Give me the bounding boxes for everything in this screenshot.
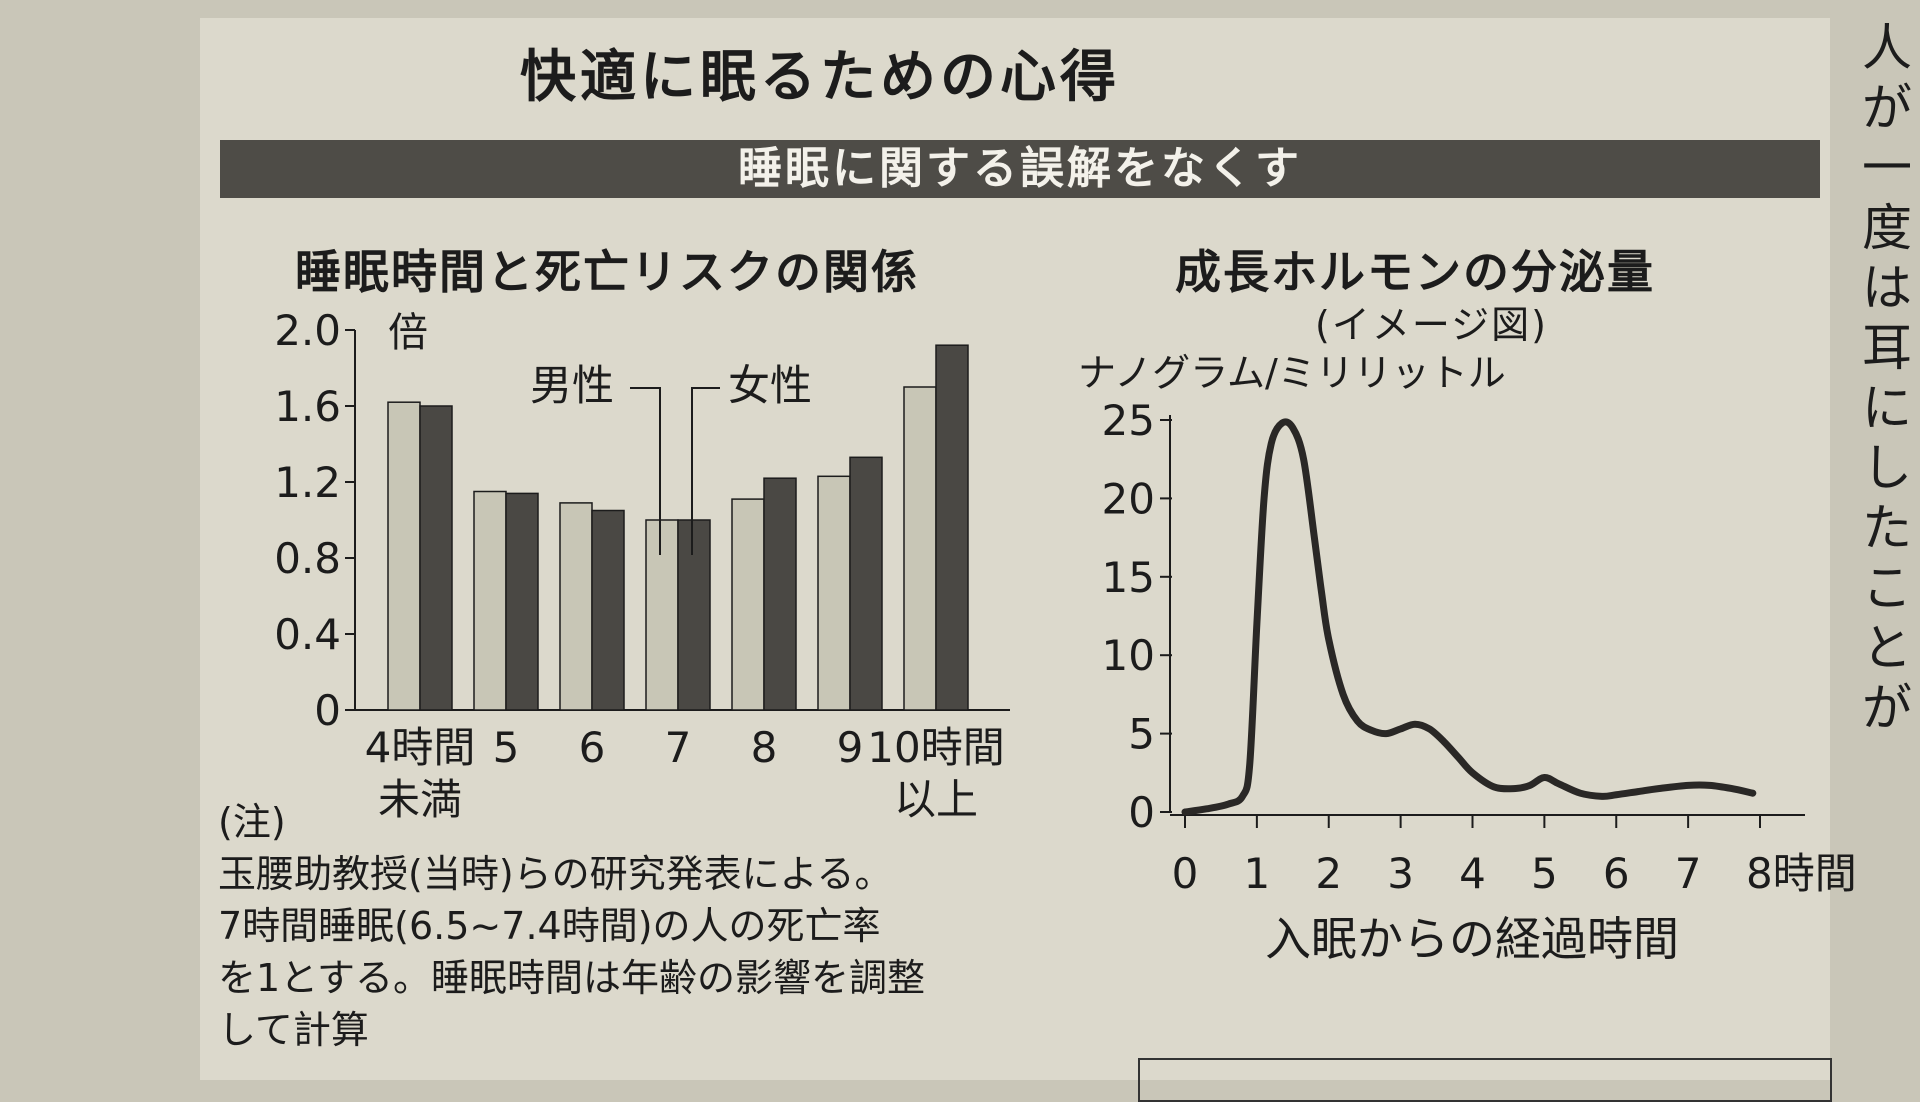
bar-x-label: 以上 bbox=[894, 775, 978, 824]
bar-y-tick-label: 0.8 bbox=[274, 534, 341, 583]
legend-female-label: 女性 bbox=[728, 361, 812, 410]
side-text-char: し bbox=[1862, 439, 1912, 497]
legend-male-leader bbox=[630, 387, 661, 555]
bar-x-label: 5 bbox=[493, 723, 520, 772]
bar-female bbox=[591, 509, 625, 711]
note-line: して計算 bbox=[218, 1008, 369, 1052]
side-text-char: が bbox=[1862, 79, 1912, 137]
bar-x-label: 9 bbox=[837, 723, 864, 772]
line-chart-y-ticks: 0 5 10 15 20 25 bbox=[1102, 396, 1172, 837]
bar-female bbox=[849, 456, 883, 711]
bar-male bbox=[731, 498, 765, 711]
main-title: 快適に眠るための心得 bbox=[520, 45, 1120, 110]
bar-x-label: 10時間 bbox=[867, 723, 1004, 772]
bar-male bbox=[559, 502, 593, 711]
section-banner: 睡眠に関する誤解をなくす bbox=[220, 140, 1820, 198]
bar-x-label: 7 bbox=[665, 723, 692, 772]
bar-y-tick-label: 1.6 bbox=[274, 382, 341, 431]
bar-x-label: 8 bbox=[751, 723, 778, 772]
line-y-tick-label: 0 bbox=[1128, 788, 1155, 837]
bar-y-tick-label: 0 bbox=[314, 686, 341, 735]
side-text-char: た bbox=[1862, 499, 1912, 557]
side-text-char: 耳 bbox=[1862, 319, 1912, 377]
bar-x-label: 4時間 bbox=[365, 723, 476, 772]
line-x-tick-label: 8時間 bbox=[1746, 849, 1857, 898]
side-text-char: 度 bbox=[1862, 199, 1912, 257]
side-text-char: と bbox=[1862, 619, 1912, 677]
bar-y-tick-label: 1.2 bbox=[274, 458, 341, 507]
growth-hormone-curve bbox=[1181, 418, 1757, 816]
line-chart-title: 成長ホルモンの分泌量 bbox=[1175, 245, 1655, 299]
line-x-tick-label: 2 bbox=[1315, 849, 1342, 898]
bar-female bbox=[677, 519, 711, 711]
legend-female-leader bbox=[691, 387, 720, 555]
bar-female bbox=[763, 477, 797, 711]
note-line: 玉腰助教授(当時)らの研究発表による。 bbox=[218, 852, 893, 896]
note-line: (注) bbox=[218, 800, 286, 844]
bar-male bbox=[645, 519, 679, 711]
bar-y-tick-label: 0.4 bbox=[274, 610, 341, 659]
legend-male-label: 男性 bbox=[530, 361, 614, 410]
bar-chart-bars bbox=[387, 344, 969, 711]
line-x-tick-label: 0 bbox=[1172, 849, 1199, 898]
side-text-char: こ bbox=[1862, 559, 1912, 617]
bar-male bbox=[903, 386, 937, 711]
bar-male bbox=[817, 475, 851, 711]
line-chart-x-ticks: 0 1 2 3 4 5 6 7 8時間 bbox=[1172, 815, 1857, 898]
line-chart-x-label: 入眠からの経過時間 bbox=[1265, 912, 1679, 966]
line-y-tick-label: 20 bbox=[1102, 474, 1155, 523]
bar-chart-legend: 男性 女性 bbox=[530, 361, 812, 555]
line-y-tick-label: 10 bbox=[1102, 631, 1155, 680]
bar-female bbox=[505, 492, 539, 711]
side-text-char: に bbox=[1862, 379, 1912, 437]
bar-y-tick-label: 2.0 bbox=[274, 306, 341, 355]
line-y-tick-label: 15 bbox=[1102, 553, 1155, 602]
bar-x-label: 未満 bbox=[378, 775, 462, 824]
side-text-char: 人 bbox=[1862, 19, 1912, 77]
line-x-tick-label: 6 bbox=[1603, 849, 1630, 898]
line-x-tick-label: 5 bbox=[1531, 849, 1558, 898]
line-y-tick-label: 5 bbox=[1128, 710, 1155, 759]
bar-chart-note: (注) 玉腰助教授(当時)らの研究発表による。 7時間睡眠(6.5~7.4時間)… bbox=[218, 796, 925, 1056]
line-x-tick-label: 1 bbox=[1244, 849, 1271, 898]
adjacent-article-text: 人が一度は耳にしたことが bbox=[1862, 18, 1912, 738]
bar-female bbox=[935, 344, 969, 711]
note-line: 7時間睡眠(6.5~7.4時間)の人の死亡率 bbox=[218, 904, 881, 948]
line-chart-y-label: ナノグラム/ミリリットル bbox=[1078, 351, 1506, 395]
side-text-char: は bbox=[1862, 259, 1912, 317]
side-text-char: が bbox=[1862, 679, 1912, 737]
side-text-char: 一 bbox=[1862, 139, 1912, 197]
bar-female bbox=[419, 405, 453, 711]
line-x-tick-label: 3 bbox=[1387, 849, 1414, 898]
bar-chart-title: 睡眠時間と死亡リスクの関係 bbox=[295, 245, 919, 299]
bottom-frame bbox=[1138, 1058, 1832, 1102]
bar-male bbox=[387, 401, 421, 711]
line-x-tick-label: 4 bbox=[1459, 849, 1486, 898]
line-x-tick-label: 7 bbox=[1675, 849, 1702, 898]
bar-x-label: 6 bbox=[579, 723, 606, 772]
bar-chart-y-ticks: 0 0.4 0.8 1.2 1.6 2.0 bbox=[274, 306, 355, 735]
bar-male bbox=[473, 490, 507, 711]
note-line: を1とする。睡眠時間は年齢の影響を調整 bbox=[218, 956, 926, 1000]
line-chart-subtitle: (イメージ図) bbox=[1315, 303, 1548, 347]
bar-chart-y-unit: 倍 bbox=[388, 310, 428, 356]
line-y-tick-label: 25 bbox=[1102, 396, 1155, 445]
